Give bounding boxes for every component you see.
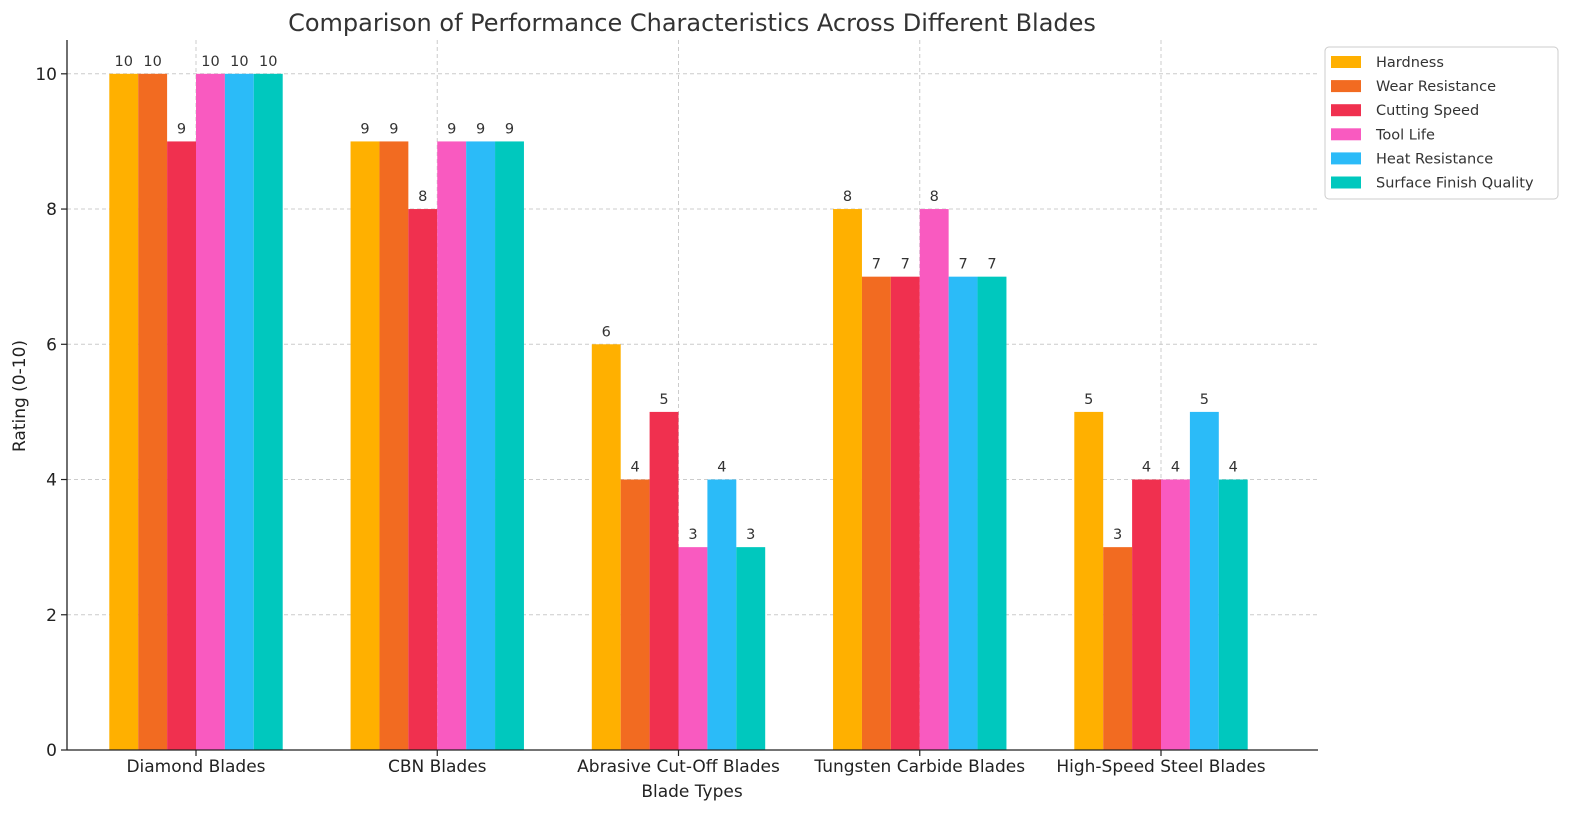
bar-wear-resistance-high-speed-steel-blades <box>1103 547 1133 750</box>
bar-heat-resistance-cbn-blades <box>466 141 496 750</box>
x-tick-label-abrasive-cut-off-blades: Abrasive Cut-Off Blades <box>577 757 780 777</box>
bar-tool-life-high-speed-steel-blades <box>1161 479 1190 750</box>
y-tick-label: 2 <box>46 606 57 626</box>
y-tick-label: 4 <box>46 471 57 491</box>
legend-swatch-surface-finish-quality <box>1331 176 1361 189</box>
data-label-hardness-abrasive-cut-off-blades: 6 <box>602 324 611 340</box>
bar-tool-life-tungsten-carbide-blades <box>919 209 949 751</box>
bar-heat-resistance-tungsten-carbide-blades <box>948 276 978 750</box>
data-label-hardness-diamond-blades: 10 <box>115 54 133 70</box>
data-label-surface-finish-quality-abrasive-cut-off-blades: 3 <box>746 527 755 543</box>
legend-label-surface-finish-quality: Surface Finish Quality <box>1376 176 1534 192</box>
bar-hardness-diamond-blades <box>109 73 139 751</box>
bar-hardness-high-speed-steel-blades <box>1074 411 1104 750</box>
data-label-heat-resistance-high-speed-steel-blades: 5 <box>1200 392 1209 408</box>
data-label-surface-finish-quality-diamond-blades: 10 <box>259 54 277 70</box>
legend-label-tool-life: Tool Life <box>1375 127 1435 143</box>
data-label-surface-finish-quality-tungsten-carbide-blades: 7 <box>987 257 996 273</box>
legend-swatch-wear-resistance <box>1331 80 1361 93</box>
bar-wear-resistance-tungsten-carbide-blades <box>861 276 891 750</box>
data-label-tool-life-abrasive-cut-off-blades: 3 <box>688 527 697 543</box>
data-label-hardness-high-speed-steel-blades: 5 <box>1084 392 1093 408</box>
y-axis-title: Rating (0-10) <box>10 340 30 452</box>
bar-tool-life-abrasive-cut-off-blades <box>678 547 708 750</box>
data-label-heat-resistance-diamond-blades: 10 <box>230 54 248 70</box>
bar-surface-finish-quality-tungsten-carbide-blades <box>977 276 1007 750</box>
x-tick-label-tungsten-carbide-blades: Tungsten Carbide Blades <box>813 757 1025 777</box>
legend-box <box>1324 46 1559 200</box>
data-label-wear-resistance-abrasive-cut-off-blades: 4 <box>631 460 640 476</box>
x-tick-label-high-speed-steel-blades: High-Speed Steel Blades <box>1056 757 1265 777</box>
bar-heat-resistance-diamond-blades <box>224 73 254 751</box>
data-label-cutting-speed-cbn-blades: 8 <box>418 189 427 205</box>
data-label-surface-finish-quality-cbn-blades: 9 <box>505 121 514 137</box>
x-axis-title: Blade Types <box>641 782 743 802</box>
data-label-cutting-speed-high-speed-steel-blades: 4 <box>1142 460 1151 476</box>
data-label-tool-life-tungsten-carbide-blades: 8 <box>930 189 939 205</box>
bar-heat-resistance-abrasive-cut-off-blades <box>707 479 737 750</box>
x-tick-label-diamond-blades: Diamond Blades <box>126 757 265 777</box>
bar-hardness-tungsten-carbide-blades <box>833 209 862 751</box>
data-label-heat-resistance-tungsten-carbide-blades: 7 <box>958 257 967 273</box>
chart-title: Comparison of Performance Characteristic… <box>288 9 1096 37</box>
data-label-cutting-speed-tungsten-carbide-blades: 7 <box>901 257 910 273</box>
legend-swatch-tool-life <box>1331 128 1361 141</box>
y-tick-label: 10 <box>35 65 57 85</box>
bar-wear-resistance-diamond-blades <box>138 73 168 751</box>
bar-cutting-speed-tungsten-carbide-blades <box>890 276 920 750</box>
data-label-tool-life-high-speed-steel-blades: 4 <box>1171 460 1180 476</box>
bar-cutting-speed-cbn-blades <box>408 209 438 751</box>
bar-cutting-speed-high-speed-steel-blades <box>1132 479 1161 750</box>
data-label-wear-resistance-diamond-blades: 10 <box>143 54 161 70</box>
data-label-hardness-tungsten-carbide-blades: 8 <box>843 189 852 205</box>
data-label-tool-life-cbn-blades: 9 <box>447 121 456 137</box>
bar-surface-finish-quality-high-speed-steel-blades <box>1218 479 1248 750</box>
y-tick-label: 0 <box>46 741 57 761</box>
bar-wear-resistance-abrasive-cut-off-blades <box>620 479 650 750</box>
bar-tool-life-cbn-blades <box>437 141 467 750</box>
data-label-heat-resistance-cbn-blades: 9 <box>476 121 485 137</box>
data-labels: 10 9 6 8 5 10 9 4 7 3 9 8 5 7 4 10 9 3 8 4 10 9 4 7 5 10 9 3 7 4 <box>115 54 1238 543</box>
x-tick-label-cbn-blades: CBN Blades <box>388 757 487 777</box>
bar-hardness-cbn-blades <box>350 141 380 750</box>
legend-label-wear-resistance: Wear Resistance <box>1376 79 1496 95</box>
data-label-heat-resistance-abrasive-cut-off-blades: 4 <box>717 460 726 476</box>
y-tick-label: 8 <box>46 200 57 220</box>
bar-cutting-speed-abrasive-cut-off-blades <box>649 411 679 750</box>
bar-surface-finish-quality-diamond-blades <box>253 73 283 751</box>
legend-label-cutting-speed: Cutting Speed <box>1376 103 1479 119</box>
legend-swatch-heat-resistance <box>1331 152 1361 165</box>
y-tick-label: 6 <box>46 335 57 355</box>
legend-swatch-hardness <box>1331 56 1361 68</box>
legend-label-hardness: Hardness <box>1376 55 1444 71</box>
data-label-surface-finish-quality-high-speed-steel-blades: 4 <box>1229 460 1238 476</box>
data-label-wear-resistance-cbn-blades: 9 <box>389 121 398 137</box>
bar-cutting-speed-diamond-blades <box>167 141 196 750</box>
data-label-cutting-speed-abrasive-cut-off-blades: 5 <box>659 392 668 408</box>
bar-surface-finish-quality-cbn-blades <box>495 141 524 750</box>
bar-heat-resistance-high-speed-steel-blades <box>1189 411 1219 750</box>
data-label-wear-resistance-high-speed-steel-blades: 3 <box>1113 527 1122 543</box>
data-label-hardness-cbn-blades: 9 <box>360 121 369 137</box>
bar-surface-finish-quality-abrasive-cut-off-blades <box>736 547 766 750</box>
bar-wear-resistance-cbn-blades <box>379 141 409 750</box>
legend: Hardness Wear Resistance Cutting Speed Tool… <box>1324 46 1559 200</box>
bar-tool-life-diamond-blades <box>196 73 225 751</box>
axes: 0 2 4 6 8 10 Diamond Blades CBN Blades Abrasive … <box>35 40 1318 777</box>
legend-swatch-cutting-speed <box>1331 104 1361 117</box>
data-label-wear-resistance-tungsten-carbide-blades: 7 <box>872 257 881 273</box>
data-label-cutting-speed-diamond-blades: 9 <box>177 121 186 137</box>
bars <box>109 73 1248 751</box>
data-label-tool-life-diamond-blades: 10 <box>201 54 219 70</box>
legend-label-heat-resistance: Heat Resistance <box>1376 151 1493 167</box>
bar-hardness-abrasive-cut-off-blades <box>591 344 621 750</box>
